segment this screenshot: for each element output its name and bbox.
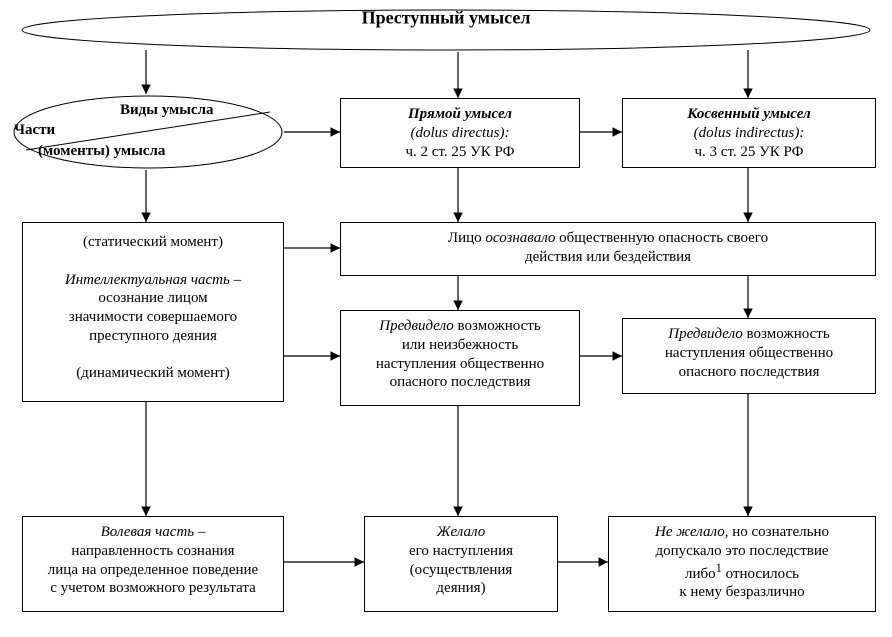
title-text: Преступный умысел	[20, 8, 872, 29]
intellectual-title: Интеллектуальная часть	[65, 272, 230, 288]
w-l3: (осуществления	[410, 562, 513, 578]
indirect-intent-box: Косвенный умысел (dolus indirectus): ч. …	[622, 98, 876, 168]
aware-l1b: осознавало	[485, 230, 555, 246]
indirect-latin: (dolus indirectus):	[694, 125, 805, 141]
intellectual-dash: –	[230, 272, 241, 288]
fd-l1b: возможность	[454, 318, 541, 334]
dynamic-moment: (динамический момент)	[76, 365, 230, 381]
direct-latin: (dolus directus):	[410, 125, 509, 141]
fd-l4: опасного последствия	[390, 374, 531, 390]
intellectual-l3: осознание лицом	[98, 290, 207, 306]
intellectual-l4: значимости совершаемого	[69, 309, 237, 325]
indirect-ref: ч. 3 ст. 25 УК РФ	[695, 144, 804, 160]
vol-l4: с учетом возможного результата	[50, 580, 256, 596]
direct-intent-box: Прямой умысел (dolus directus): ч. 2 ст.…	[340, 98, 580, 168]
w-l2: его наступления	[409, 543, 513, 559]
volitional-box: Волевая часть – направленность сознания …	[22, 516, 284, 612]
aware-l2: действия или бездействия	[525, 249, 691, 265]
vol-l1a: Волевая часть	[101, 524, 194, 540]
vol-l1b: –	[194, 524, 205, 540]
aware-box: Лицо осознавало общественную опасность с…	[340, 222, 876, 276]
nw-l3a: либо	[685, 566, 716, 582]
direct-ref: ч. 2 ст. 25 УК РФ	[406, 144, 515, 160]
w-l4: деяния)	[436, 580, 485, 596]
nw-l2: допускало это последствие	[655, 543, 828, 559]
aware-l1c: общественную опасность своего	[555, 230, 768, 246]
nw-l1a: Не желало	[655, 524, 725, 540]
fd-l2: или неизбежность	[402, 337, 518, 353]
foresee-direct-box: Предвидело возможность или неизбежность …	[340, 310, 580, 406]
vol-l2: направленность сознания	[71, 543, 234, 559]
nw-l1b: , но сознательно	[725, 524, 829, 540]
nw-l3b: относилось	[722, 566, 799, 582]
foresee-indirect-box: Предвидело возможность наступления общес…	[622, 318, 876, 394]
flowchart-container: Преступный умысел Виды умысла Части (мом…	[0, 0, 892, 637]
fi-l1a: Предвидело	[668, 326, 743, 342]
fi-l1b: возможность	[743, 326, 830, 342]
fi-l3: опасного последствия	[679, 364, 820, 380]
types-label: Виды умысла	[120, 102, 214, 119]
wanted-box: Желало его наступления (осуществления де…	[364, 516, 558, 612]
fd-l3: наступления общественно	[376, 356, 544, 372]
w-l1: Желало	[437, 524, 485, 540]
intellectual-box: (статический момент) Интеллектуальная ча…	[22, 222, 284, 402]
parts-label-2: (моменты) умысла	[38, 143, 165, 160]
fi-l2: наступления общественно	[665, 345, 833, 361]
static-moment: (статический момент)	[83, 234, 223, 250]
intellectual-l5: преступного деяния	[89, 328, 217, 344]
nw-l4: к нему безразлично	[679, 584, 804, 600]
direct-title: Прямой умысел	[408, 106, 512, 122]
vol-l3: лица на определенное поведение	[48, 562, 258, 578]
parts-label-1: Части	[14, 122, 55, 139]
fd-l1a: Предвидело	[379, 318, 454, 334]
not-wanted-box: Не желало, но сознательно допускало это …	[608, 516, 876, 612]
aware-l1a: Лицо	[448, 230, 485, 246]
indirect-title: Косвенный умысел	[687, 106, 811, 122]
